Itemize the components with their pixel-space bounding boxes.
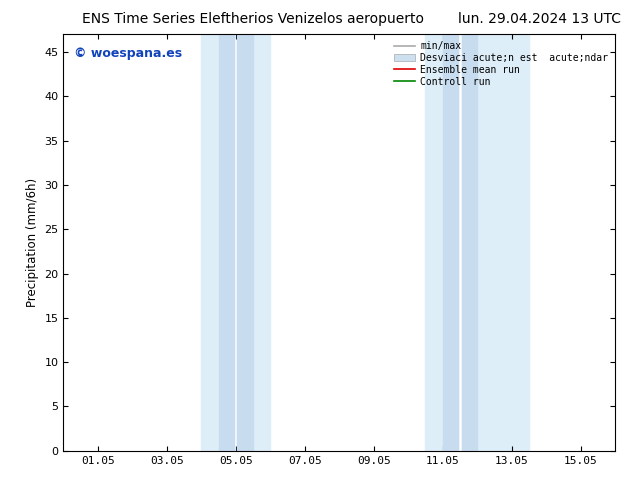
Y-axis label: Precipitation (mm/6h): Precipitation (mm/6h) [26, 178, 39, 307]
Bar [462, 34, 529, 451]
Bar [443, 34, 458, 451]
Bar [462, 34, 477, 451]
Bar [238, 34, 253, 451]
Bar [202, 34, 234, 451]
Legend: min/max, Desviaci acute;n est  acute;ndar, Ensemble mean run, Controll run: min/max, Desviaci acute;n est acute;ndar… [392, 39, 610, 89]
Bar [238, 34, 270, 451]
Text: © woespana.es: © woespana.es [74, 47, 183, 60]
Bar [219, 34, 234, 451]
Bar [425, 34, 458, 451]
Text: ENS Time Series Eleftherios Venizelos aeropuerto: ENS Time Series Eleftherios Venizelos ae… [82, 12, 424, 26]
Text: lun. 29.04.2024 13 UTC: lun. 29.04.2024 13 UTC [458, 12, 621, 26]
